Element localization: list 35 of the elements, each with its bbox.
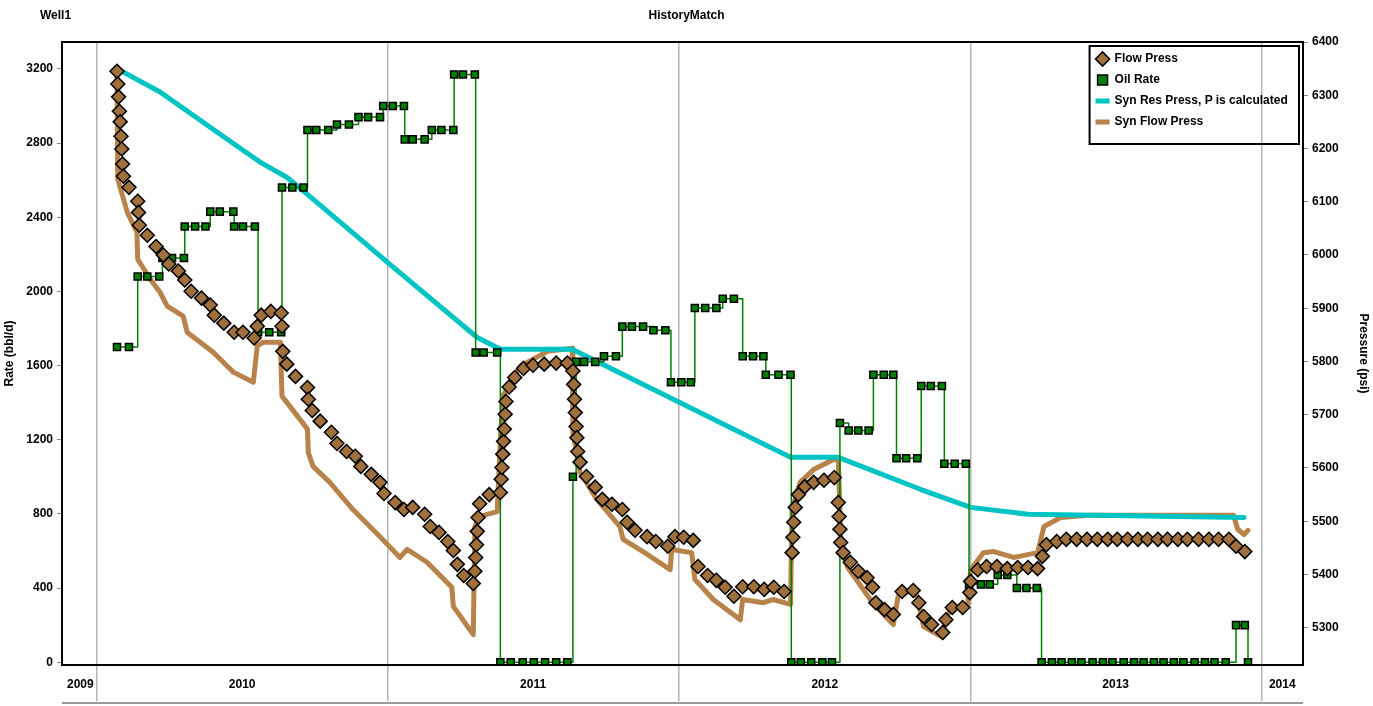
y2-tick-label: 5800 [1312, 353, 1340, 368]
y-tick-label: 800 [32, 506, 54, 521]
legend-label: Oil Rate [1114, 72, 1161, 87]
x-tick-label: 2014 [1268, 676, 1296, 691]
y2-tick-label: 5600 [1312, 460, 1340, 475]
x-tick-label: 2010 [228, 676, 256, 691]
x-tick-label: 2009 [66, 676, 94, 691]
y-tick-label: 1200 [26, 432, 54, 447]
y2-tick-label: 5400 [1312, 566, 1340, 581]
x-tick-label: 2011 [520, 676, 547, 691]
chart-title: HistoryMatch [648, 8, 725, 22]
y-tick-label: 2000 [26, 283, 54, 298]
y2-tick-label: 6000 [1312, 247, 1340, 262]
y2-tick-label: 6400 [1312, 34, 1340, 49]
x-tick-label: 2012 [811, 676, 839, 691]
y2-tick-label: 5300 [1312, 620, 1340, 635]
y2-axis-title: Pressure (psi) [1357, 313, 1372, 394]
y2-tick-label: 5900 [1312, 300, 1340, 315]
y-tick-label: 2800 [26, 135, 54, 150]
y2-tick-label: 5500 [1312, 513, 1340, 528]
y-tick-label: 3200 [26, 61, 54, 76]
y2-tick-label: 6200 [1312, 140, 1340, 155]
chart-subtitle: Well1 [40, 8, 72, 22]
legend-label: Flow Press [1114, 51, 1179, 66]
y-tick-label: 1600 [26, 357, 54, 372]
y-tick-label: 400 [32, 580, 54, 595]
legend-label: Syn Res Press, P is calculated [1114, 93, 1288, 108]
legend-label: Syn Flow Press [1114, 114, 1204, 129]
x-tick-label: 2013 [1102, 676, 1130, 691]
y-axis-title: Rate (bbl/d) [1, 320, 16, 387]
y2-tick-label: 5700 [1312, 407, 1340, 422]
y2-tick-label: 6100 [1312, 194, 1340, 209]
y2-tick-label: 6300 [1312, 87, 1340, 102]
y-tick-label: 2400 [26, 209, 54, 224]
y-tick-label: 0 [46, 654, 54, 669]
